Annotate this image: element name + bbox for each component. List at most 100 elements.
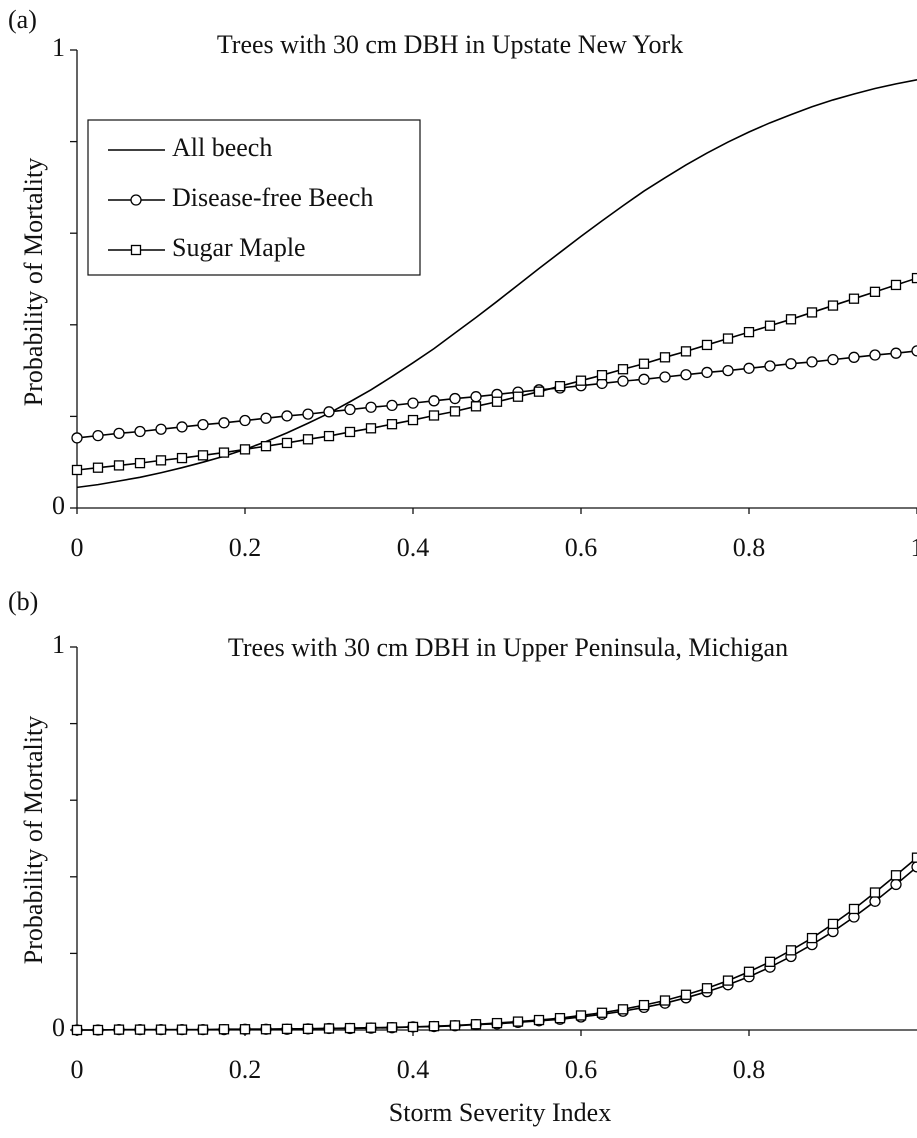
y-tick-label: 1	[52, 630, 65, 659]
point-marker	[512, 391, 524, 402]
point-marker	[197, 450, 209, 461]
x-tick-label: 0.6	[565, 533, 598, 562]
point-marker	[113, 460, 125, 471]
point-marker	[827, 353, 839, 366]
point-marker	[428, 395, 440, 407]
point-marker	[848, 293, 860, 304]
legend-label: Disease-free Beech	[172, 183, 373, 212]
point-marker	[722, 975, 734, 986]
point-marker	[449, 392, 461, 405]
point-marker	[911, 861, 917, 873]
point-marker	[197, 1024, 209, 1035]
point-marker	[575, 375, 587, 386]
point-marker	[386, 419, 398, 430]
point-marker	[890, 878, 902, 891]
point-marker	[71, 1024, 83, 1036]
x-tick-label: 0	[71, 533, 84, 562]
chart-title: Trees with 30 cm DBH in Upper Peninsula,…	[228, 633, 788, 662]
point-marker	[218, 1024, 230, 1035]
point-marker	[218, 417, 230, 429]
point-marker	[449, 406, 461, 417]
point-marker	[596, 1007, 608, 1018]
point-marker	[428, 1021, 440, 1032]
legend-label: All beech	[172, 133, 272, 162]
point-marker	[722, 333, 734, 344]
point-marker	[130, 194, 142, 206]
point-marker	[617, 364, 629, 375]
x-tick-label: 0.8	[733, 1055, 766, 1084]
point-marker	[428, 410, 440, 421]
point-marker	[680, 989, 692, 1000]
panel-label: (b)	[8, 587, 38, 616]
point-marker	[239, 1024, 251, 1035]
point-marker	[176, 452, 188, 464]
point-marker	[491, 396, 503, 407]
point-marker	[638, 358, 650, 369]
point-marker	[260, 1024, 272, 1035]
point-marker	[764, 320, 776, 331]
point-marker	[113, 1024, 125, 1035]
point-marker	[365, 423, 377, 434]
point-marker	[869, 349, 881, 361]
point-marker	[554, 381, 566, 392]
point-marker	[890, 870, 902, 881]
y-tick-label: 1	[52, 33, 65, 62]
point-marker	[386, 399, 398, 412]
point-marker	[197, 418, 209, 431]
point-marker	[554, 1012, 566, 1024]
point-marker	[638, 373, 650, 385]
point-marker	[659, 995, 671, 1006]
x-tick-label: 0.6	[565, 1055, 598, 1084]
point-marker	[407, 397, 419, 409]
point-marker	[218, 447, 230, 458]
point-marker	[176, 1024, 188, 1035]
legend-box	[87, 119, 421, 276]
point-marker	[848, 351, 860, 363]
point-marker	[785, 945, 797, 956]
point-marker	[806, 307, 818, 318]
point-marker	[806, 932, 818, 944]
point-marker	[302, 1023, 314, 1035]
x-tick-label: 0.2	[229, 1055, 262, 1084]
point-marker	[130, 244, 142, 256]
point-marker	[113, 427, 125, 439]
point-marker	[155, 455, 167, 466]
point-marker	[575, 1010, 587, 1021]
point-marker	[869, 887, 881, 898]
chart-title: Trees with 30 cm DBH in Upstate New York	[217, 30, 683, 59]
x-tick-label: 0.4	[397, 533, 430, 562]
point-marker	[512, 1016, 524, 1027]
y-axis-label: Probability of Mortality	[19, 716, 48, 964]
point-marker	[134, 425, 146, 438]
x-axis-label: Storm Severity Index	[389, 1098, 611, 1127]
point-marker	[323, 430, 335, 442]
point-marker	[323, 406, 335, 418]
point-marker	[92, 429, 104, 442]
point-marker	[701, 983, 713, 994]
point-marker	[386, 1022, 398, 1033]
x-tick-label: 0.2	[229, 533, 262, 562]
point-marker	[92, 1024, 104, 1036]
point-marker	[764, 956, 776, 967]
point-marker	[239, 414, 251, 427]
y-tick-label: 0	[52, 491, 65, 520]
point-marker	[764, 360, 776, 372]
point-marker	[176, 421, 188, 433]
x-tick-label: 0.4	[397, 1055, 430, 1084]
point-marker	[71, 432, 83, 444]
point-marker	[365, 1022, 377, 1033]
point-marker	[470, 401, 482, 412]
point-marker	[911, 345, 917, 357]
point-marker	[848, 903, 860, 915]
point-marker	[638, 999, 650, 1011]
point-marker	[344, 403, 356, 416]
point-marker	[407, 1021, 419, 1033]
x-tick-label: 0.8	[733, 533, 766, 562]
point-marker	[701, 339, 713, 351]
point-marker	[533, 1014, 545, 1026]
point-marker	[407, 414, 419, 426]
point-marker	[743, 362, 755, 374]
point-marker	[302, 434, 314, 445]
point-marker	[281, 410, 293, 422]
point-marker	[911, 852, 917, 863]
